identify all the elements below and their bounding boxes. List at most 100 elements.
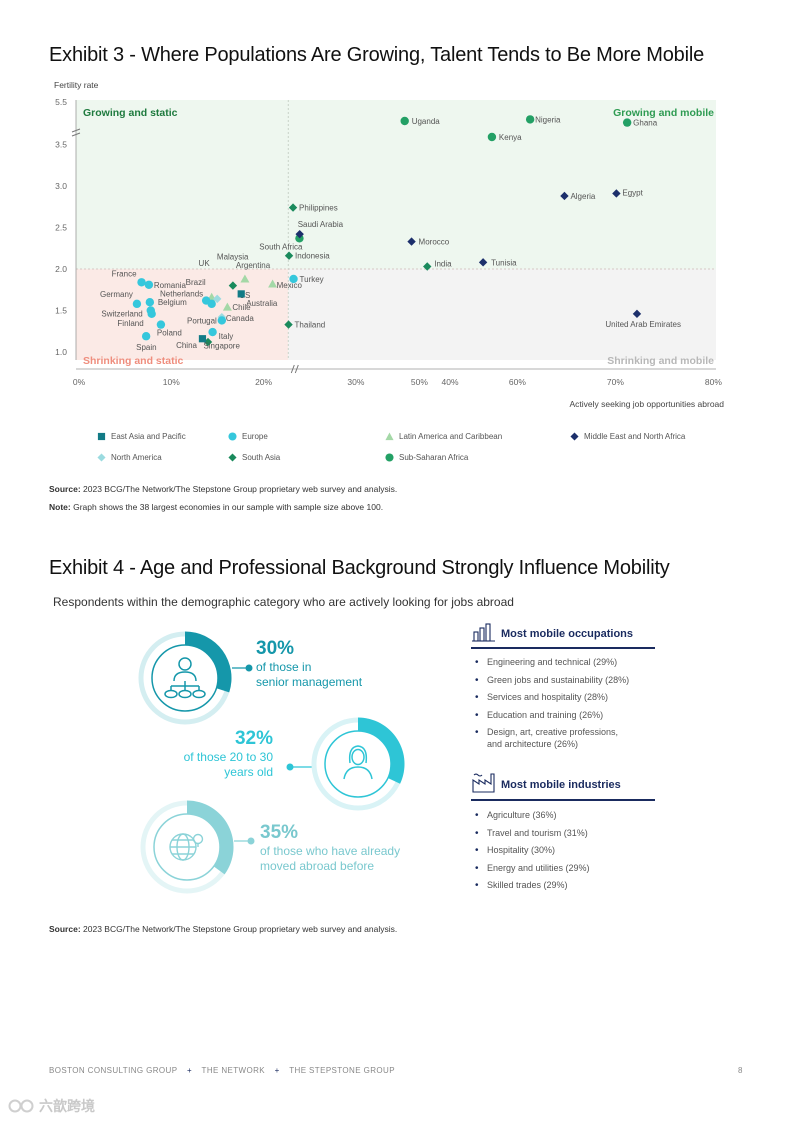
list-item: Green jobs and sustainability (28%) [475,675,677,687]
y-tick-label: 5.5 [55,97,67,107]
legend-marker-diamond-icon [228,453,237,462]
point-label-turkey: Turkey [300,275,324,284]
list-item: Energy and utilities (29%) [475,863,677,875]
x-tick-label: 80% [705,377,722,387]
stat-connector-1 [232,664,253,672]
source-label: Source: [49,924,81,934]
point-finland [147,309,156,319]
y-axis-title: Fertility rate [54,80,99,90]
point-label-switzerland: Switzerland [101,310,142,319]
footer-separator: + [186,1066,193,1075]
point-ghana [622,118,632,127]
exhibit-4-title: Exhibit 4 - Age and Professional Backgro… [49,557,670,579]
x-tick-label: 10% [163,377,180,387]
footer-org-bcg: BOSTON CONSULTING GROUP [49,1066,178,1075]
point-label-philippines: Philippines [299,204,338,213]
stat-senior-management: 30% of those in senior management [256,638,362,690]
exhibit-3-source: Source: 2023 BCG/The Network/The Stepsto… [49,484,397,494]
series-east-asia-and-pacific: Australia Singapore [198,290,278,351]
stat-value: 35% [260,822,299,843]
industries-list: Agriculture (36%) Travel and tourism (31… [473,810,677,898]
fertility-mobility-scatter-chart: Growing and static Growing and mobile Shri… [54,80,724,409]
stat-donut-20-to-30 [311,717,405,811]
chart-icon [472,623,495,642]
source-label: Source: [49,484,81,494]
point-label-romania: Romania [154,281,187,290]
donut-inner-ring [153,813,221,881]
point-kenya [487,132,497,142]
point-label-belgium: Belgium [158,298,187,307]
point-label-singapore: Singapore [203,342,240,351]
point-label-canada: Canada [226,314,255,323]
point-malaysia [228,281,238,290]
quadrant-label-shrinking-static: Shrinking and static [83,355,184,367]
stat-value: 32% [234,728,273,749]
point-nigeria [525,115,535,124]
point-label-ghana: Ghana [633,119,658,128]
point-label-argentina: Argentina [236,261,271,270]
stat-moved-abroad: 35% of those who have already moved abro… [260,822,400,874]
y-tick-label: 1.5 [55,306,67,316]
point-thailand [284,320,293,329]
factory-icon [472,773,495,793]
point-label-kenya: Kenya [499,133,522,142]
point-label-indonesia: Indonesia [295,252,330,261]
series-middle-east-and-north-africa: Algeria Egypt Saudi Arabia Morocco Tunisia Un… [295,188,681,329]
point-spain [141,332,151,341]
point-united-arab-emirates [632,309,642,319]
stat-connector-3 [234,837,255,845]
quadrant-label-shrinking-mobile: Shrinking and mobile [607,355,714,367]
point-italy [208,327,217,337]
point-label-algeria: Algeria [570,192,595,201]
point-label-uganda: Uganda [412,117,441,126]
list-item: Skilled trades (29%) [475,880,677,892]
legend-label: South Asia [242,453,281,462]
point-label-morocco: Morocco [419,238,450,247]
point-mexico [268,279,278,288]
occupations-heading: Most mobile occupations [501,628,634,640]
stat-donut-senior-management [138,631,232,725]
chart-legend: East Asia and Pacific Europe Latin America… [0,0,793,462]
point-romania [144,280,154,289]
point-australia [237,290,245,298]
point-label-italy: Italy [219,332,234,341]
footer-separator: + [274,1066,280,1075]
legend-item-sub-saharan-africa: Sub-Saharan Africa [385,453,468,462]
x-tick-label: 30% [347,377,364,387]
point-singapore [198,335,207,343]
list-item-line1: Design, art, creative professions, [487,727,619,737]
exhibit-3-title: Exhibit 3 - Where Populations Are Growin… [49,44,705,66]
footer-org-stepstone: THE STEPSTONE GROUP [289,1066,395,1075]
point-label-saudi-arabia: Saudi Arabia [298,220,344,229]
list-item: Travel and tourism (31%) [475,828,677,840]
legend-marker-square-icon [97,432,106,441]
donut-arc-moved-abroad [187,800,234,875]
point-label-brazil: Brazil [186,278,206,287]
list-item: Services and hospitality (28%) [475,692,677,704]
point-france [137,278,146,287]
donut-arc-senior-management [185,631,232,693]
note-label: Note: [49,502,71,512]
list-item: Design, art, creative professions, and a… [475,727,677,750]
x-tick-label: 20% [255,377,272,387]
x-tick-label: 50% [411,377,428,387]
point-portugal [217,316,227,325]
point-indonesia [284,251,294,260]
note-text: Graph shows the 38 largest economies in … [73,502,384,512]
point-morocco [407,237,416,246]
industries-heading: Most mobile industries [501,779,621,791]
legend-label: Middle East and North Africa [584,432,686,441]
stat-label-line1: of those 20 to 30 [183,750,273,764]
stat-connector-2 [286,763,312,771]
point-poland [156,320,166,329]
legend-item-europe: Europe [228,432,268,441]
list-item-line2: and architecture (26%) [487,738,579,749]
point-label-tunisia: Tunisia [491,258,517,267]
stat-label-line1: of those in [256,660,312,674]
point-algeria [560,191,569,201]
watermark-text: 六歆跨境 [39,1098,95,1114]
point-egypt [612,189,621,198]
point-chile [222,302,232,311]
point-us [213,294,222,304]
legend-item-latin-america-and-caribbean: Latin America and Caribbean [385,432,502,441]
